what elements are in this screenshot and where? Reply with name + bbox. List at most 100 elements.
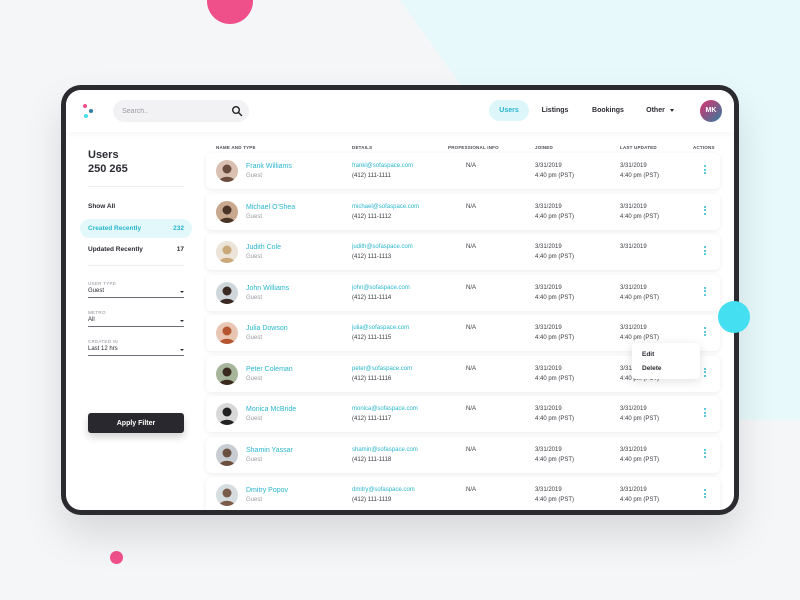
column-header-updated: LAST UPDATED — [620, 145, 657, 150]
user-type-label: USER TYPE — [88, 281, 117, 286]
avatar — [216, 322, 238, 344]
user-phone: (412) 111-1117 — [352, 416, 392, 422]
professional-info: N/A — [466, 284, 477, 291]
avatar — [216, 160, 238, 182]
more-actions-icon[interactable] — [702, 286, 708, 299]
updated-time: 4:40 pm (PST) — [620, 456, 660, 463]
table-row[interactable]: Dmitry Popov Guest dmitry@sofaspace.com (41… — [206, 477, 720, 510]
table-row[interactable]: Michael O'Shea Guest michael@sofaspace.com… — [206, 193, 720, 230]
created-in-label: CREATED IN — [88, 339, 118, 344]
user-email[interactable]: michael@sofaspace.com — [352, 203, 420, 210]
avatar — [216, 362, 238, 385]
user-name[interactable]: Peter Coleman — [246, 365, 293, 373]
person-icon — [219, 448, 235, 466]
table-row[interactable]: Monica McBride Guest monica@sofaspace.com (… — [206, 396, 720, 432]
more-actions-icon[interactable] — [702, 246, 708, 258]
logo-icon[interactable] — [83, 104, 95, 118]
created-in-select[interactable]: Last 12 hrs — [88, 345, 184, 356]
user-email[interactable]: judith@sofaspace.com — [352, 244, 413, 250]
table-row[interactable]: Judith Cole Guest judith@sofaspace.com (412… — [206, 234, 720, 270]
updated-date: 3/31/2019 — [620, 406, 647, 412]
user-email[interactable]: shamin@sofaspace.com — [352, 446, 418, 453]
menu-item-delete[interactable]: Delete — [642, 365, 662, 372]
filter-show-all[interactable]: Show All — [80, 197, 192, 216]
table-row[interactable]: Shamin Yassar Guest shamin@sofaspace.com (4… — [206, 436, 720, 473]
person-icon — [219, 488, 235, 506]
joined-time: 4:40 pm (PST) — [535, 213, 575, 220]
user-phone: (412) 111-1118 — [352, 456, 392, 463]
divider — [88, 265, 184, 266]
user-email[interactable]: dmitry@sofaspace.com — [352, 487, 415, 493]
app-screen: Users Listings Bookings Other MK Users 2… — [66, 90, 734, 510]
joined-date: 3/31/2019 — [535, 446, 562, 453]
profile-avatar[interactable]: MK — [700, 100, 722, 122]
user-name[interactable]: Frank Williams — [246, 163, 292, 170]
more-actions-icon[interactable] — [702, 327, 708, 339]
row-actions-menu: Edit Delete — [632, 343, 700, 379]
sidebar-title: Users — [88, 149, 119, 161]
joined-time: 4:40 pm (PST) — [535, 375, 575, 382]
joined-date: 3/31/2019 — [535, 365, 562, 372]
avatar — [216, 200, 238, 223]
menu-item-edit[interactable]: Edit — [642, 351, 655, 358]
more-actions-icon[interactable] — [702, 367, 708, 380]
person-icon — [219, 205, 235, 223]
person-icon — [219, 407, 235, 425]
tab-other-label: Other — [646, 107, 665, 114]
filter-created-recently[interactable]: Created Recently 232 — [80, 219, 192, 238]
decor-circle — [207, 0, 253, 24]
filter-label: Created Recently — [88, 225, 142, 232]
person-icon — [219, 326, 235, 344]
search-input[interactable] — [113, 100, 223, 122]
user-name[interactable]: Shamin Yassar — [246, 446, 293, 454]
professional-info: N/A — [466, 365, 477, 372]
user-email[interactable]: frankl@sofaspace.com — [352, 163, 414, 169]
user-email[interactable]: monica@sofaspace.com — [352, 406, 418, 412]
joined-time: 4:40 pm (PST) — [535, 456, 575, 463]
user-name[interactable]: Michael O'Shea — [246, 203, 296, 211]
user-phone: (412) 111-1119 — [352, 497, 392, 503]
tab-bookings[interactable]: Bookings — [592, 107, 624, 114]
person-icon — [219, 286, 235, 304]
updated-time: 4:40 pm (PST) — [620, 173, 660, 179]
professional-info: N/A — [466, 487, 477, 493]
user-name[interactable]: Julia Dowson — [246, 325, 288, 332]
more-actions-icon[interactable] — [702, 408, 708, 420]
user-email[interactable]: julia@sofaspace.com — [352, 325, 410, 331]
apply-filter-button[interactable]: Apply Filter — [88, 413, 184, 433]
user-name[interactable]: Monica McBride — [246, 406, 297, 413]
user-email[interactable]: john@sofaspace.com — [352, 284, 410, 291]
user-name[interactable]: Dmitry Popov — [246, 487, 289, 494]
table-row[interactable]: John Williams Guest john@sofaspace.com (412… — [206, 274, 720, 311]
user-phone: (412) 111-1116 — [352, 375, 392, 382]
more-actions-icon[interactable] — [702, 448, 708, 461]
metro-label: METRO — [88, 310, 106, 315]
select-value: Guest — [88, 288, 105, 294]
filter-updated-recently[interactable]: Updated Recently 17 — [80, 240, 192, 259]
updated-date: 3/31/2019 — [620, 284, 647, 291]
user-type: Guest — [246, 416, 263, 422]
more-actions-icon[interactable] — [702, 165, 708, 177]
tab-listings[interactable]: Listings — [541, 107, 569, 114]
user-email[interactable]: peter@sofaspace.com — [352, 365, 413, 372]
filter-label: Updated Recently — [88, 246, 143, 253]
search-bar — [113, 100, 249, 122]
joined-time: 4:40 pm (PST) — [535, 254, 575, 260]
user-name[interactable]: John Williams — [246, 284, 290, 292]
table-row[interactable]: Frank Williams Guest frankl@sofaspace.com (… — [206, 153, 720, 189]
person-icon — [219, 367, 235, 385]
decor-circle — [718, 301, 750, 333]
tab-other[interactable]: Other — [640, 100, 680, 121]
updated-date: 3/31/2019 — [620, 203, 647, 210]
more-actions-icon[interactable] — [702, 205, 708, 218]
metro-select[interactable]: All — [88, 316, 184, 327]
user-phone: (412) 111-1113 — [352, 254, 392, 260]
tab-users[interactable]: Users — [489, 100, 529, 121]
user-type-select[interactable]: Guest — [88, 287, 184, 298]
user-name[interactable]: Judith Cole — [246, 244, 282, 251]
more-actions-icon[interactable] — [702, 489, 708, 501]
avatar — [216, 241, 238, 263]
professional-info: N/A — [466, 203, 477, 210]
search-icon[interactable] — [231, 105, 243, 117]
user-type: Guest — [246, 213, 263, 220]
